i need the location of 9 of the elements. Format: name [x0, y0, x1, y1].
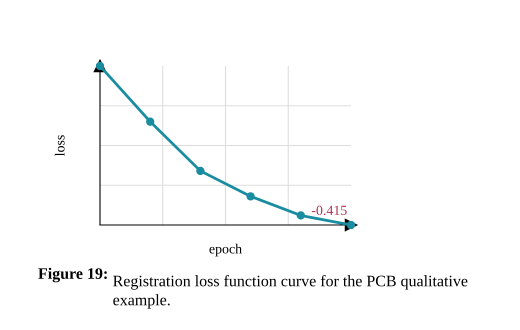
y-axis-title: loss [54, 135, 65, 156]
annotation: -0.415 [312, 206, 347, 216]
point [196, 166, 205, 176]
point [296, 211, 305, 220]
x-axis-title: epoch [209, 244, 242, 256]
point [246, 192, 255, 201]
text: Registration loss function curve for the PCB qualitative example. [113, 275, 468, 309]
caption: Figure 19: [38, 268, 107, 282]
point [146, 117, 154, 126]
